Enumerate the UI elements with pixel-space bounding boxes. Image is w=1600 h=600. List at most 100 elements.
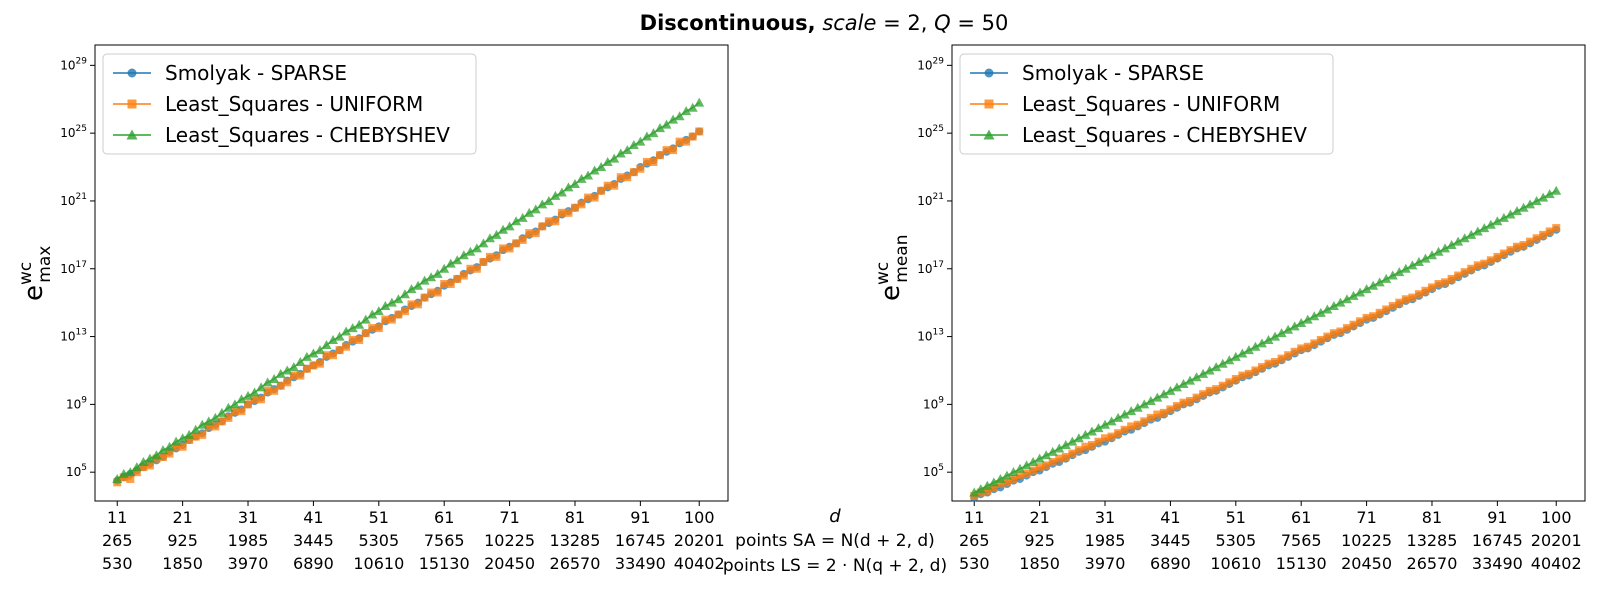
data-point [1159,408,1168,417]
data-point [1087,441,1096,450]
data-point [1309,311,1320,321]
data-point [1107,432,1116,441]
data-point [145,461,154,470]
x-axis-label-d: d [829,506,841,527]
data-point [112,473,123,483]
data-point [1028,457,1039,467]
data-point [661,119,672,129]
data-point [1244,369,1253,378]
data-point [198,430,207,439]
data-point [1310,339,1319,348]
data-point [1218,381,1227,390]
y-tick-label: 1013 [917,328,944,344]
data-point [1277,354,1286,363]
legend-marker [126,129,138,140]
data-point [485,252,494,261]
data-point [399,289,410,299]
data-point [602,156,613,166]
data-point [1505,209,1516,219]
data-point [262,377,273,387]
data-point [1185,375,1196,385]
data-point [1387,270,1398,280]
data-point [538,222,547,231]
legend-label: Least_Squares - UNIFORM [165,92,423,116]
x-tick-label-d: 81 [1422,508,1442,527]
data-point [1362,313,1371,322]
data-point [1179,398,1188,407]
x-tick-label-d: 51 [369,508,389,527]
figure-title: Discontinuous, scale = 2, Q = 50 [640,11,1009,35]
data-point [387,315,396,324]
data-point [1511,206,1522,216]
data-point [1230,351,1241,361]
data-point [1225,378,1234,387]
data-point [1526,237,1535,246]
data-point [1186,396,1195,405]
data-point [1271,357,1280,366]
data-point [1361,284,1372,294]
data-point [1060,440,1071,450]
data-point [1080,429,1091,439]
data-point [139,463,148,472]
data-point [144,453,155,463]
data-point [1067,436,1078,446]
data-point [419,275,430,285]
legend-marker [983,129,995,140]
x-tick-label-sa: 13285 [550,531,601,550]
data-point [406,284,417,294]
y-tick-label: 1025 [917,124,944,140]
data-point [628,140,639,150]
data-point [360,314,371,324]
data-point [1145,395,1156,405]
data-point [1021,460,1032,470]
data-point [393,294,404,304]
data-point [989,483,998,492]
data-point [543,195,554,205]
data-point [256,382,267,392]
x-tick-label-sa: 7565 [424,531,465,550]
x-tick-label-sa: 7565 [1281,531,1322,550]
data-point [1316,335,1325,344]
x-tick-label-d: 31 [1095,508,1115,527]
data-point [616,173,625,182]
x-tick-label-sa: 10225 [1341,531,1392,550]
data-point [1140,417,1149,426]
x-tick-label-ls: 20450 [484,554,535,573]
x-tick-label-d: 31 [238,508,258,527]
data-point [1114,429,1123,438]
data-point [629,168,638,177]
data-point [1211,362,1222,372]
data-point [257,395,266,404]
data-point [1243,345,1254,355]
data-point [655,151,664,160]
data-point [570,203,579,212]
data-point [158,445,169,455]
data-point [1251,366,1260,375]
data-point [988,477,999,487]
x-tick-label-d: 11 [107,508,127,527]
data-point [275,368,286,378]
data-point [446,280,455,289]
data-point [576,173,587,183]
data-point [203,416,214,426]
data-point [511,216,522,226]
data-point [668,114,679,124]
data-point [1192,393,1201,402]
data-point [276,381,285,390]
data-point [518,235,527,244]
y-tick-label: 109 [923,395,944,411]
data-point [563,182,574,192]
data-point [1459,233,1470,243]
data-point [151,450,162,460]
plot-panel-max: 105 109 1013 1017 1021 1025 1029 11 265 530 21 925 1… [16,44,729,573]
x-axis-label-ls: points LS = 2 · N(q + 2, d) [723,556,947,576]
data-point [1544,189,1555,199]
data-point [1198,368,1209,378]
data-point [975,484,986,494]
data-point [373,306,384,316]
y-tick-label: 1017 [917,260,944,276]
data-point [1446,240,1457,250]
data-point [1531,195,1542,205]
data-point [229,399,240,409]
